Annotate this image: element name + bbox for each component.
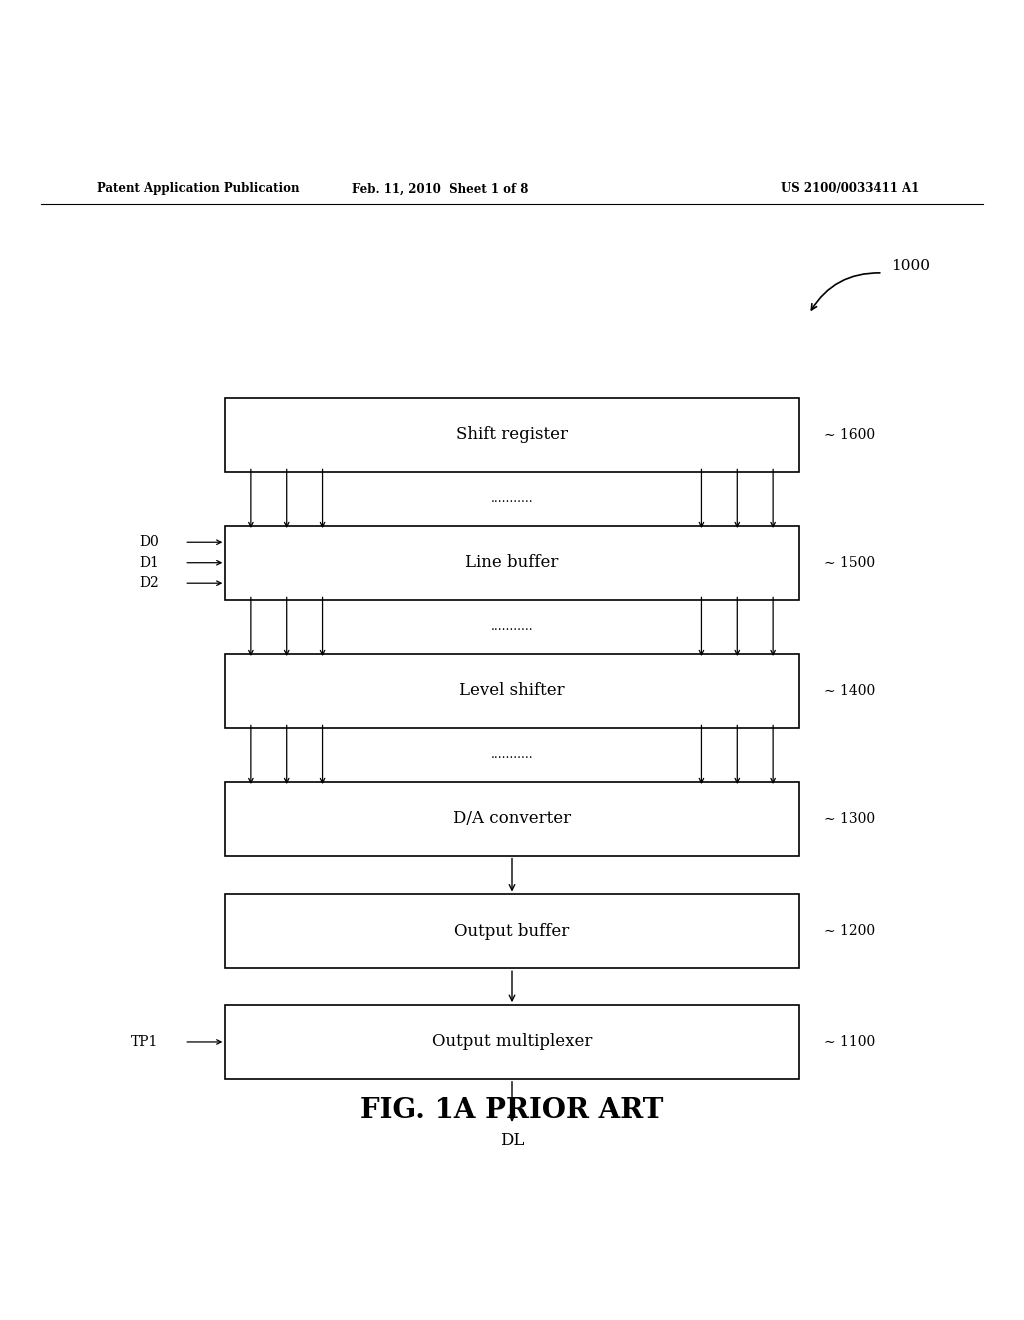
Text: D0: D0 xyxy=(139,535,159,549)
Text: Patent Application Publication: Patent Application Publication xyxy=(97,182,300,195)
Text: ...........: ........... xyxy=(490,620,534,634)
Text: ∼ 1300: ∼ 1300 xyxy=(824,812,876,826)
Text: ∼ 1500: ∼ 1500 xyxy=(824,556,876,570)
Text: D2: D2 xyxy=(139,577,159,590)
Text: Shift register: Shift register xyxy=(456,426,568,444)
FancyBboxPatch shape xyxy=(225,1005,799,1078)
FancyBboxPatch shape xyxy=(225,781,799,855)
Text: US 2100/0033411 A1: US 2100/0033411 A1 xyxy=(780,182,920,195)
Text: ∼ 1600: ∼ 1600 xyxy=(824,428,876,442)
Text: Output buffer: Output buffer xyxy=(455,923,569,940)
Text: ...........: ........... xyxy=(490,492,534,506)
FancyBboxPatch shape xyxy=(225,525,799,599)
Text: FIG. 1A PRIOR ART: FIG. 1A PRIOR ART xyxy=(360,1097,664,1125)
Text: ...........: ........... xyxy=(490,748,534,762)
Text: D1: D1 xyxy=(139,556,159,570)
Text: D/A converter: D/A converter xyxy=(453,810,571,828)
FancyBboxPatch shape xyxy=(225,653,799,727)
Text: ∼ 1100: ∼ 1100 xyxy=(824,1035,876,1049)
FancyBboxPatch shape xyxy=(225,397,799,471)
Text: Level shifter: Level shifter xyxy=(459,682,565,700)
Text: ∼ 1400: ∼ 1400 xyxy=(824,684,876,698)
Text: TP1: TP1 xyxy=(131,1035,159,1049)
Text: DL: DL xyxy=(500,1131,524,1148)
Text: Line buffer: Line buffer xyxy=(465,554,559,572)
Text: Output multiplexer: Output multiplexer xyxy=(432,1034,592,1051)
Text: Feb. 11, 2010  Sheet 1 of 8: Feb. 11, 2010 Sheet 1 of 8 xyxy=(352,182,528,195)
FancyBboxPatch shape xyxy=(225,895,799,969)
Text: 1000: 1000 xyxy=(891,259,930,273)
Text: ∼ 1200: ∼ 1200 xyxy=(824,924,876,939)
